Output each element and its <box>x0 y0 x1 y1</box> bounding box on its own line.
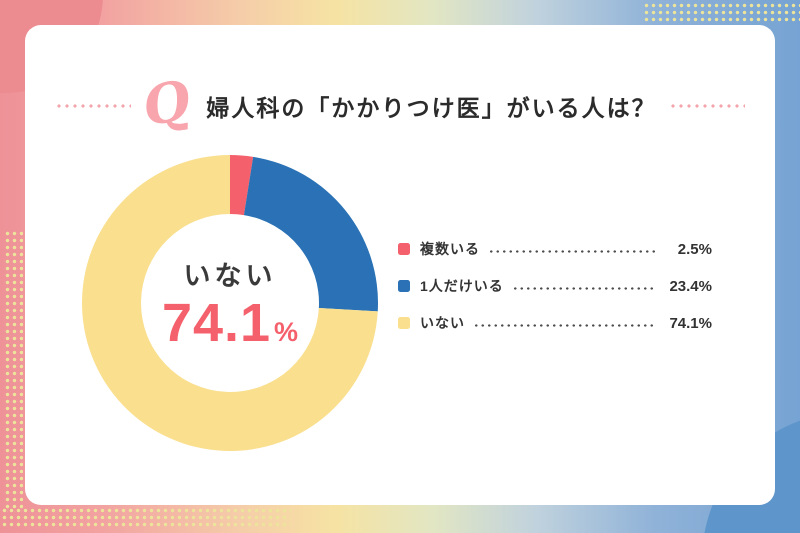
decor-dots-left-strip <box>4 230 23 512</box>
question-header: Q 婦人科の「かかりつけ医」がいる人は？ <box>25 67 775 139</box>
legend-label: いない <box>420 315 465 331</box>
chart-card: Q 婦人科の「かかりつけ医」がいる人は？ いない 74.1% 複数いる 2.5% 1… <box>25 25 775 505</box>
decor-dots-top-right <box>643 2 800 24</box>
legend-row: いない 74.1% <box>398 311 712 335</box>
donut-slice-複数いる <box>230 155 254 216</box>
donut-slice-いない <box>82 155 378 451</box>
legend-dotted-leader <box>473 323 656 327</box>
legend-swatch <box>398 280 410 292</box>
legend-dotted-leader <box>488 249 656 253</box>
legend-value: 2.5% <box>677 240 712 258</box>
legend-value: 74.1% <box>669 314 712 332</box>
legend-row: 1人だけいる 23.4% <box>398 274 712 298</box>
title-dotted-line-left <box>55 104 132 108</box>
donut-slice-1人だけいる <box>243 156 378 312</box>
legend-swatch <box>398 317 410 329</box>
legend-dotted-leader <box>511 286 656 290</box>
legend: 複数いる 2.5% 1人だけいる 23.4% いない 74.1% <box>398 237 712 348</box>
title-dotted-line-right <box>668 104 745 108</box>
legend-value: 23.4% <box>669 277 712 295</box>
legend-label: 複数いる <box>420 241 480 257</box>
page-title: 婦人科の「かかりつけ医」がいる人は？ <box>206 95 657 121</box>
legend-row: 複数いる 2.5% <box>398 237 712 261</box>
legend-swatch <box>398 243 410 255</box>
question-icon: Q <box>138 67 196 139</box>
donut-chart <box>82 155 378 451</box>
decor-dots-bottom-left <box>1 507 291 529</box>
legend-label: 1人だけいる <box>420 278 504 294</box>
